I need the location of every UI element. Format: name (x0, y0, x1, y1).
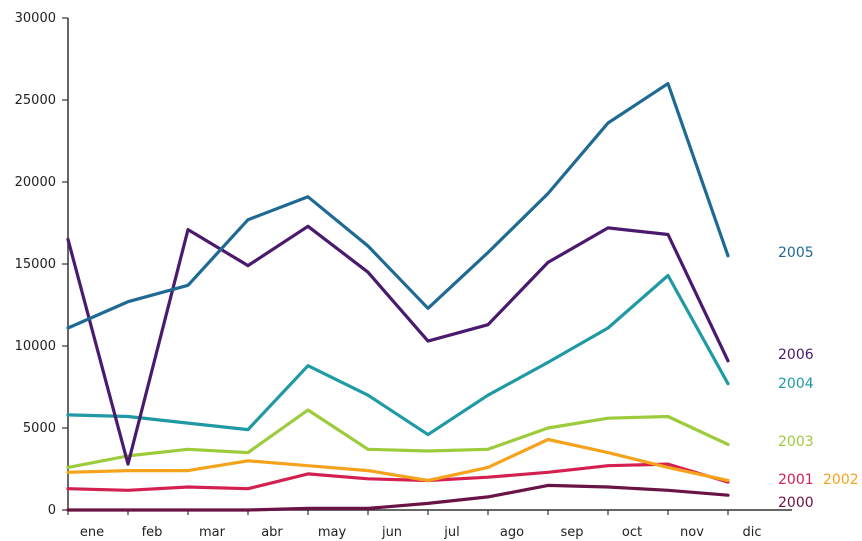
x-tick-label: dic (742, 525, 761, 540)
series-label-2002: 2002 (823, 472, 859, 488)
y-tick-label: 20000 (15, 175, 56, 190)
series-line-2002 (66, 437, 730, 483)
x-axis-ticks: ene feb mar abr may jun jul ago sep oct nov dic (67, 510, 762, 540)
series-line-2003 (66, 408, 730, 469)
series-line-2000 (66, 483, 730, 512)
x-tick-label: may (318, 525, 347, 540)
y-tick-label: 0 (48, 503, 56, 518)
y-tick-label: 5000 (23, 421, 56, 436)
x-tick-label: oct (622, 525, 642, 540)
x-tick-label: abr (261, 525, 283, 540)
x-tick-label: ene (80, 525, 104, 540)
series-line-2006 (66, 224, 730, 466)
series-line-2001 (66, 462, 730, 492)
series-label-2005: 2005 (778, 245, 814, 261)
series-line-2005 (66, 81, 730, 330)
x-tick-label: jul (443, 525, 459, 540)
y-axis-ticks: 0 5000 10000 15000 20000 25000 30000 (15, 11, 68, 518)
x-tick-label: ago (500, 525, 524, 540)
series-lines (66, 81, 730, 512)
x-tick-label: mar (199, 525, 226, 540)
series-label-2006: 2006 (778, 347, 814, 363)
y-tick-label: 10000 (15, 339, 56, 354)
series-label-2000: 2000 (778, 495, 814, 511)
series-label-2001: 2001 (778, 472, 814, 488)
y-tick-label: 30000 (15, 11, 56, 26)
series-line-2004 (66, 273, 730, 437)
series-label-2003: 2003 (778, 434, 814, 450)
y-tick-label: 15000 (15, 257, 56, 272)
y-tick-label: 25000 (15, 93, 56, 108)
x-tick-label: sep (560, 525, 583, 540)
x-tick-label: jun (381, 525, 402, 540)
series-labels: 2005 2006 2004 2003 2002 2001 2000 (778, 245, 859, 511)
series-label-2004: 2004 (778, 376, 814, 392)
x-tick-label: nov (680, 525, 704, 540)
x-tick-label: feb (142, 525, 163, 540)
